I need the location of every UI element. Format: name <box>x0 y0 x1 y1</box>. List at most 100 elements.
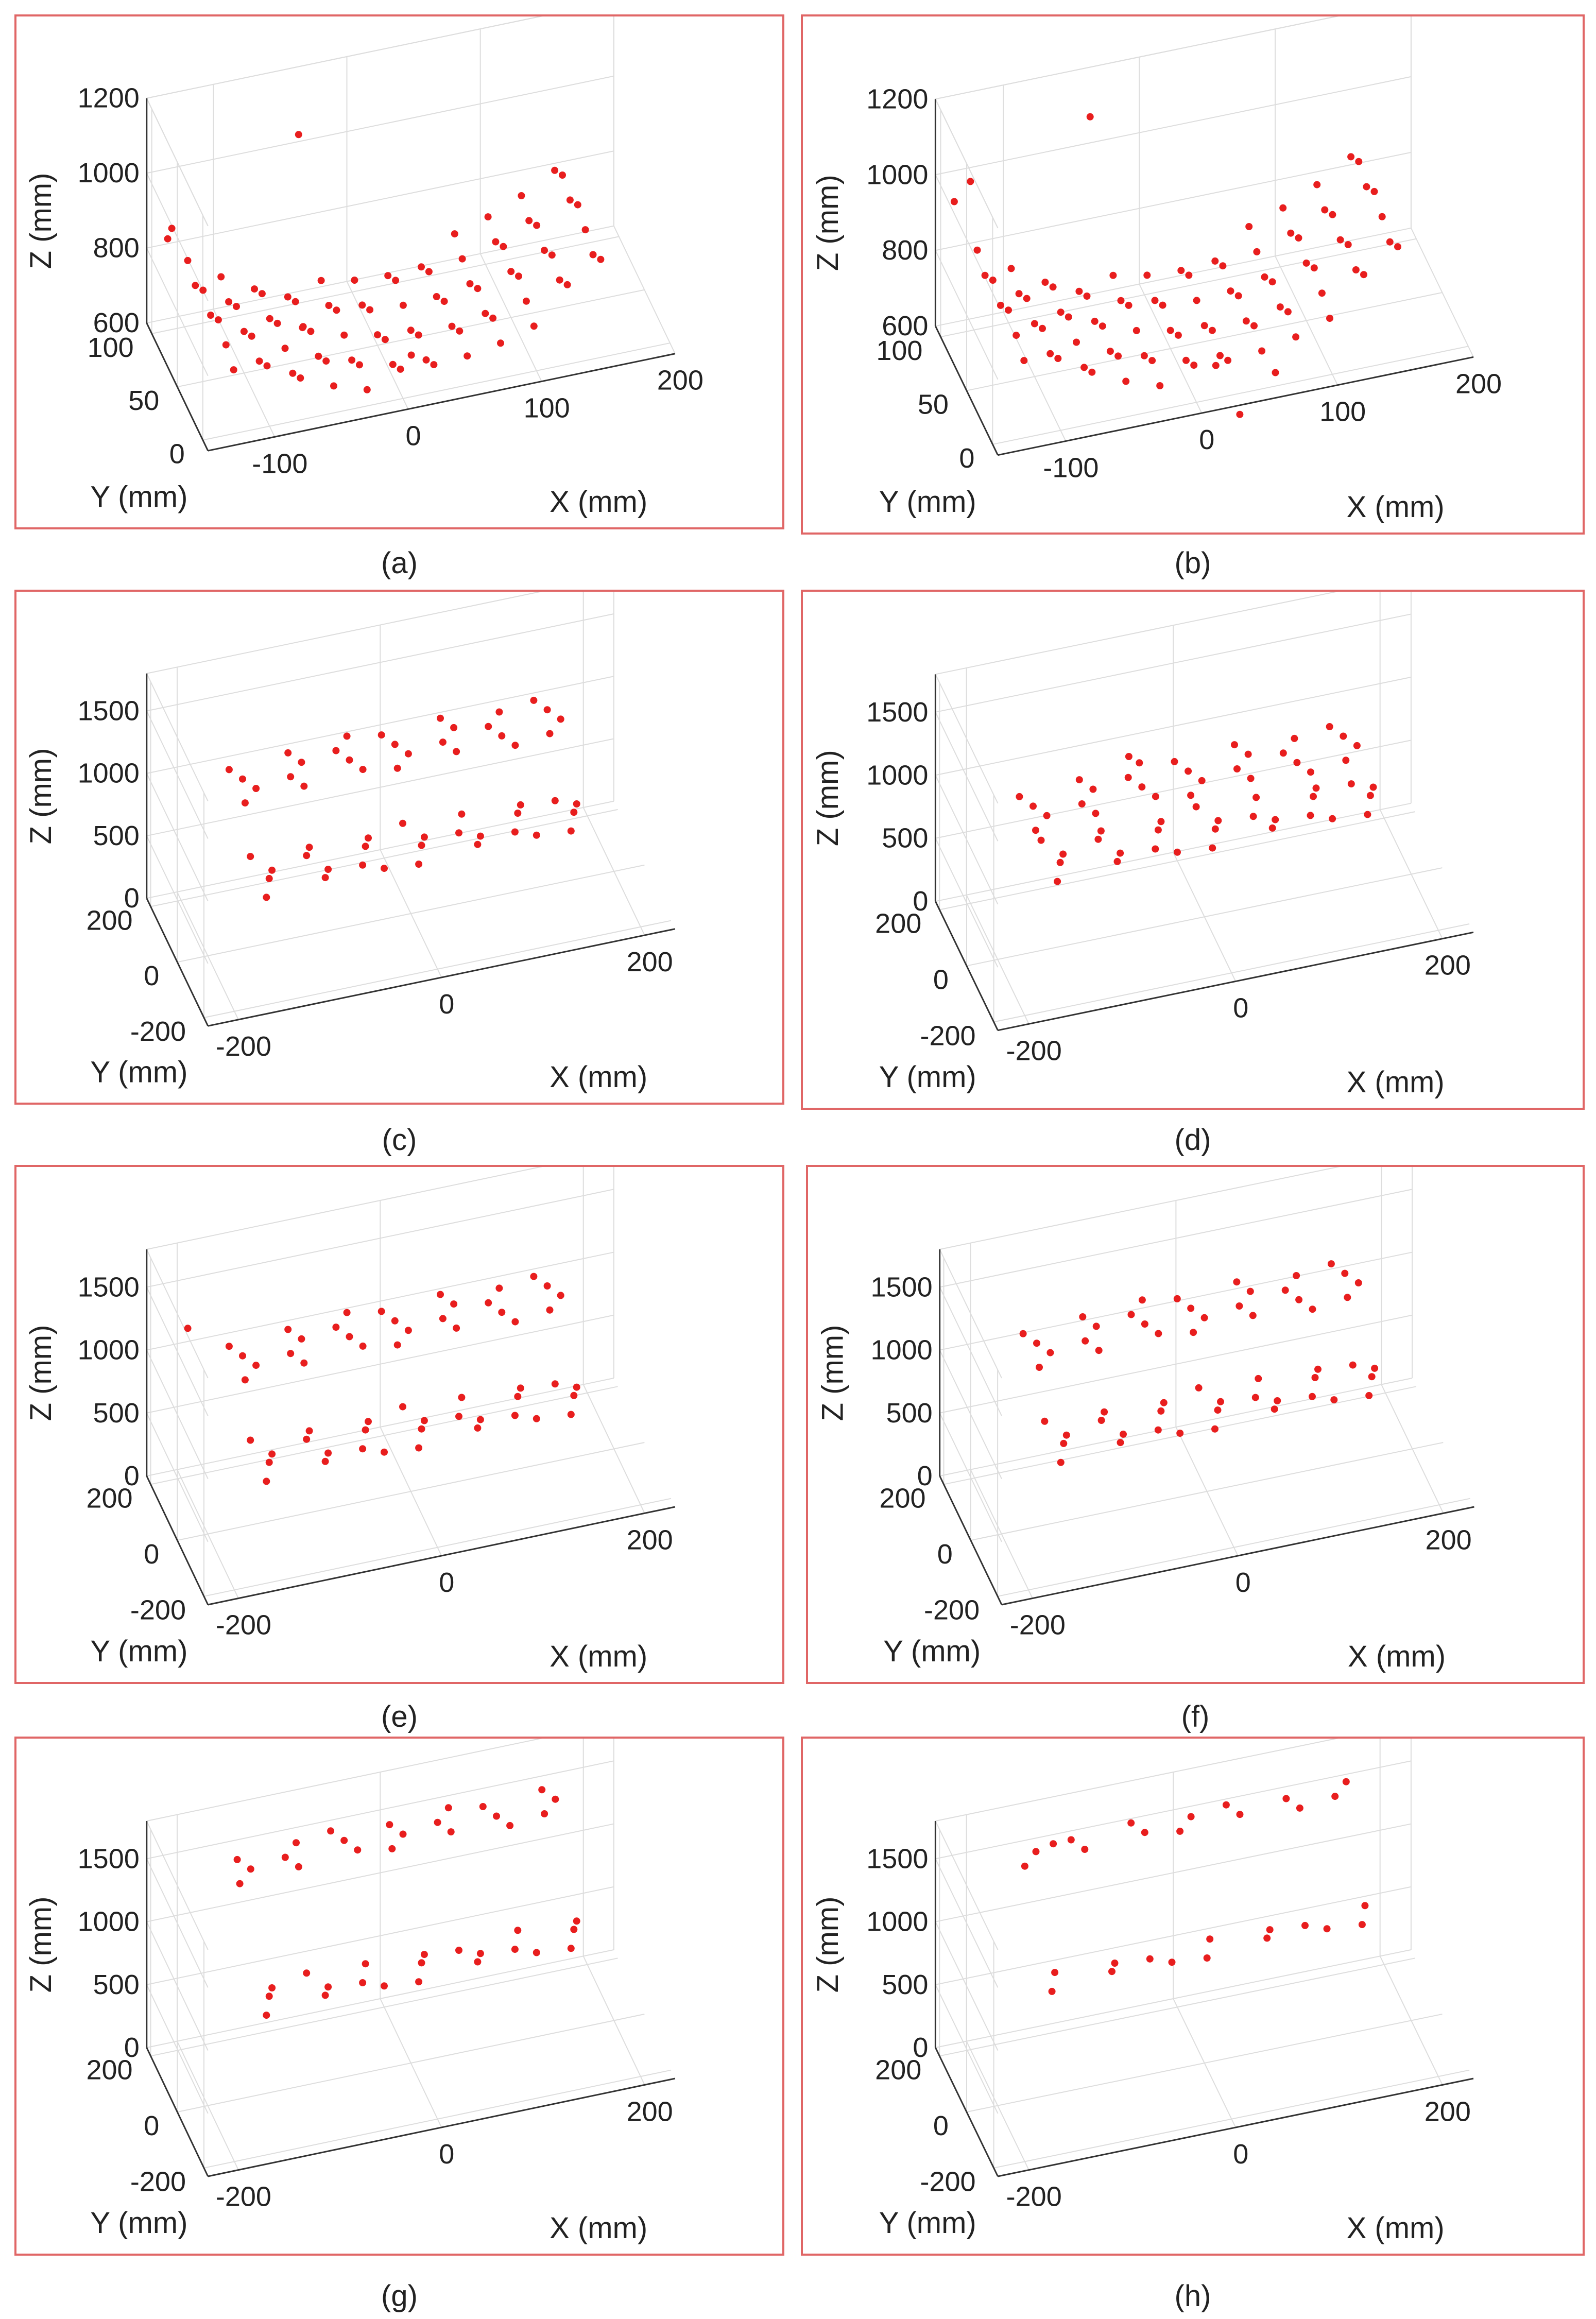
data-point <box>1361 1902 1369 1910</box>
data-point <box>456 327 464 335</box>
data-point <box>1117 297 1125 304</box>
data-point <box>511 1946 519 1953</box>
data-point <box>351 277 358 284</box>
data-point <box>1336 236 1344 244</box>
data-point <box>1062 1431 1070 1439</box>
x-axis-line <box>208 353 676 452</box>
data-point <box>1120 1430 1127 1438</box>
data-point <box>1321 206 1329 214</box>
data-point <box>1086 113 1094 121</box>
data-point <box>1251 1394 1259 1401</box>
data-point <box>1330 1396 1338 1404</box>
data-point <box>1067 1836 1075 1844</box>
data-point <box>1079 1313 1087 1320</box>
data-point <box>530 322 538 330</box>
data-point <box>1125 301 1132 309</box>
data-point <box>1244 750 1252 758</box>
y-axis-label: Y (mm) <box>90 480 187 513</box>
data-point <box>1056 858 1064 866</box>
data-point <box>340 331 348 339</box>
data-point <box>551 797 559 804</box>
x-axis-line <box>998 2077 1474 2177</box>
z-axis-label: Z (mm) <box>811 175 845 271</box>
data-point <box>1012 332 1020 339</box>
z-tick-label: 600 <box>882 311 928 341</box>
data-point <box>506 1822 514 1829</box>
data-point <box>566 196 574 204</box>
data-point <box>1301 1921 1309 1929</box>
data-point <box>418 1959 425 1967</box>
data-point <box>407 327 415 334</box>
data-point <box>300 782 308 790</box>
data-point <box>199 286 207 294</box>
data-point <box>359 766 367 774</box>
data-point <box>363 386 371 393</box>
grid-line <box>966 2014 1443 2112</box>
data-point <box>1043 812 1051 819</box>
data-point <box>265 1458 273 1466</box>
data-point <box>1187 792 1195 799</box>
data-point <box>1349 1361 1357 1369</box>
data-point <box>533 831 540 839</box>
data-point <box>1274 1397 1281 1404</box>
box-edge <box>939 1249 1002 1379</box>
data-point <box>573 1383 580 1391</box>
x-tick-label: -200 <box>1010 1610 1066 1641</box>
data-point <box>1318 289 1326 297</box>
data-point <box>366 306 374 314</box>
data-point <box>497 339 504 347</box>
data-point <box>1217 1398 1224 1405</box>
data-point <box>1233 1278 1241 1286</box>
data-point <box>236 1880 244 1887</box>
data-point <box>1203 1954 1211 1962</box>
data-point <box>1097 1417 1105 1424</box>
y-axis-line <box>935 2047 999 2177</box>
data-point <box>1059 850 1067 858</box>
data-point <box>359 1979 367 1986</box>
data-point <box>1125 753 1132 760</box>
x-axis-label: X (mm) <box>1347 490 1445 524</box>
data-point <box>1231 741 1238 749</box>
data-point <box>268 1984 276 1991</box>
data-point <box>1219 262 1227 270</box>
data-point <box>381 865 388 872</box>
data-point <box>1233 765 1241 772</box>
y-axis-line <box>146 2047 209 2177</box>
data-point <box>1222 1801 1230 1809</box>
data-point <box>393 764 401 772</box>
box-edge <box>935 1739 1339 1822</box>
grid-line <box>935 16 1339 100</box>
data-point <box>265 1992 273 2000</box>
y-axis-label: Y (mm) <box>90 1055 187 1089</box>
data-point <box>559 171 566 179</box>
data-point <box>1154 1426 1162 1434</box>
data-point <box>1113 857 1121 865</box>
data-point <box>1329 815 1336 822</box>
data-point <box>1140 352 1148 359</box>
x-tick-label: 0 <box>1233 2139 1248 2170</box>
grid-line <box>993 2069 1470 2169</box>
data-point <box>1075 776 1083 784</box>
data-point <box>530 1273 538 1280</box>
box-edge <box>146 1249 209 1379</box>
data-point <box>1249 1312 1257 1319</box>
data-point <box>464 352 471 360</box>
data-point <box>1065 313 1072 321</box>
data-point <box>556 276 563 284</box>
data-point <box>1291 734 1298 742</box>
data-point <box>404 750 412 758</box>
y-axis-line <box>146 1475 209 1605</box>
data-point <box>1295 1296 1303 1303</box>
x-tick-label: 0 <box>405 420 421 451</box>
data-point <box>455 1947 462 1954</box>
box-edge <box>935 1820 999 1950</box>
grid-line <box>177 289 645 388</box>
grid-line <box>993 923 1470 1023</box>
data-point <box>239 1352 246 1360</box>
data-point <box>1394 243 1401 251</box>
data-point <box>1340 732 1347 740</box>
data-point <box>1124 774 1132 781</box>
data-point <box>1326 315 1333 322</box>
data-point <box>1227 287 1234 295</box>
data-point <box>1097 827 1105 835</box>
